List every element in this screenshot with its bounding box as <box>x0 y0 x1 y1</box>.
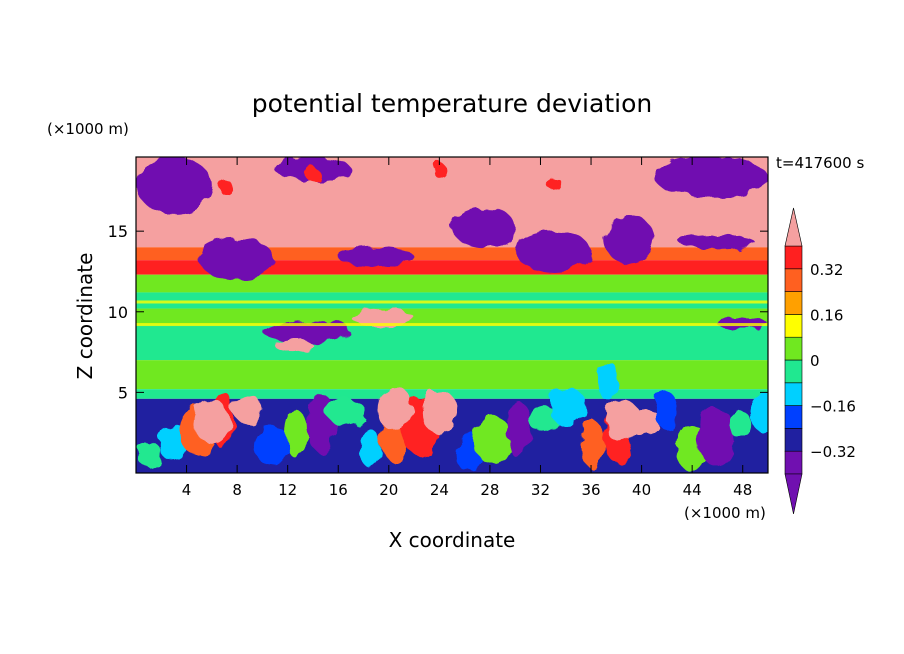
x-tick-label: 36 <box>581 481 600 499</box>
field-band <box>136 260 768 275</box>
colorbar-segment <box>784 450 803 475</box>
field-band <box>136 308 768 325</box>
boundary-layer <box>137 386 768 472</box>
boundary-eddy <box>252 426 291 465</box>
boundary-eddy <box>581 419 604 468</box>
field-band <box>136 292 768 309</box>
colorbar-segment <box>784 268 803 292</box>
y-tick-label: 5 <box>118 383 128 402</box>
contour-field <box>136 157 768 473</box>
field-band <box>136 274 768 293</box>
colorbar-segment <box>784 428 803 452</box>
red-spot <box>432 162 447 177</box>
colorbar-extend-bottom <box>784 473 803 515</box>
purple-blob <box>136 157 212 214</box>
boundary-eddy <box>729 410 752 439</box>
pink-plume <box>604 399 641 444</box>
colorbar: 0.32 0.16 0 −0.16 −0.32 <box>784 207 856 515</box>
y-tick-label: 10 <box>108 303 128 322</box>
thin-band <box>136 300 768 304</box>
mid-patch <box>350 310 415 325</box>
colorbar-segment <box>784 336 803 361</box>
mid-patch <box>275 339 313 353</box>
boundary-eddy <box>507 400 530 459</box>
purple-blob <box>679 236 756 249</box>
purple-blob <box>338 247 415 267</box>
boundary-eddy <box>548 387 587 426</box>
x-tick-label: 16 <box>329 481 348 499</box>
field-band <box>136 360 768 390</box>
red-spot <box>305 167 320 182</box>
purple-blob <box>654 157 768 198</box>
y-axis-label: Z coordinate <box>73 253 97 380</box>
boundary-eddy <box>655 391 678 430</box>
time-label: t=417600 s <box>776 154 864 172</box>
colorbar-label: 0.32 <box>810 261 843 279</box>
y-axis-ticks: 5 10 15 <box>108 222 768 402</box>
colorbar-extend-top <box>784 207 803 247</box>
colorbar-label: −0.16 <box>810 398 856 416</box>
x-tick-label: 48 <box>733 481 752 499</box>
x-tick-label: 44 <box>683 481 702 499</box>
boundary-eddy <box>326 397 365 426</box>
boundary-eddy <box>474 416 513 465</box>
purple-blob <box>452 206 516 248</box>
purple-blob <box>199 239 276 280</box>
x-axis-ticks: 4 8 12 16 20 24 28 32 36 40 44 48 <box>182 157 752 499</box>
colorbar-segment <box>784 314 803 338</box>
mid-patch <box>597 360 618 401</box>
x-tick-label: 24 <box>430 481 449 499</box>
x-tick-label: 32 <box>531 481 550 499</box>
red-spot <box>217 179 232 194</box>
colorbar-segment <box>784 382 803 406</box>
pink-plume <box>421 389 458 434</box>
x-tick-label: 12 <box>278 481 297 499</box>
x-axis-unit: (×1000 m) <box>684 504 766 522</box>
pink-plume <box>377 386 414 431</box>
colorbar-segment <box>784 291 803 315</box>
x-tick-label: 20 <box>379 481 398 499</box>
boundary-eddy <box>285 410 308 459</box>
boundary-eddy <box>749 394 768 433</box>
colorbar-segment <box>784 405 803 429</box>
boundary-eddy <box>696 406 735 465</box>
upper-blobs <box>136 157 768 280</box>
colorbar-segment <box>784 245 803 270</box>
thin-band <box>136 323 768 327</box>
boundary-eddy <box>232 394 263 423</box>
colorbar-label: 0 <box>810 352 820 370</box>
x-tick-label: 40 <box>632 481 651 499</box>
purple-blob <box>603 215 655 264</box>
x-axis-label: X coordinate <box>389 528 516 552</box>
x-tick-label: 28 <box>480 481 499 499</box>
colorbar-segment <box>784 359 803 384</box>
boundary-eddy <box>359 429 382 468</box>
colorbar-label: 0.16 <box>810 306 843 324</box>
pink-plume <box>193 399 230 444</box>
field-band <box>136 324 768 361</box>
colorbar-label: −0.32 <box>810 443 856 461</box>
plot-frame <box>135 156 769 474</box>
purple-blob <box>515 231 592 272</box>
x-tick-label: 8 <box>232 481 242 499</box>
y-axis-unit: (×1000 m) <box>47 120 129 138</box>
chart-title: potential temperature deviation <box>252 89 652 118</box>
x-tick-label: 4 <box>182 481 192 499</box>
boundary-eddy <box>137 439 160 468</box>
field-band <box>136 389 768 399</box>
red-spot <box>546 175 561 190</box>
y-tick-label: 15 <box>108 222 128 241</box>
